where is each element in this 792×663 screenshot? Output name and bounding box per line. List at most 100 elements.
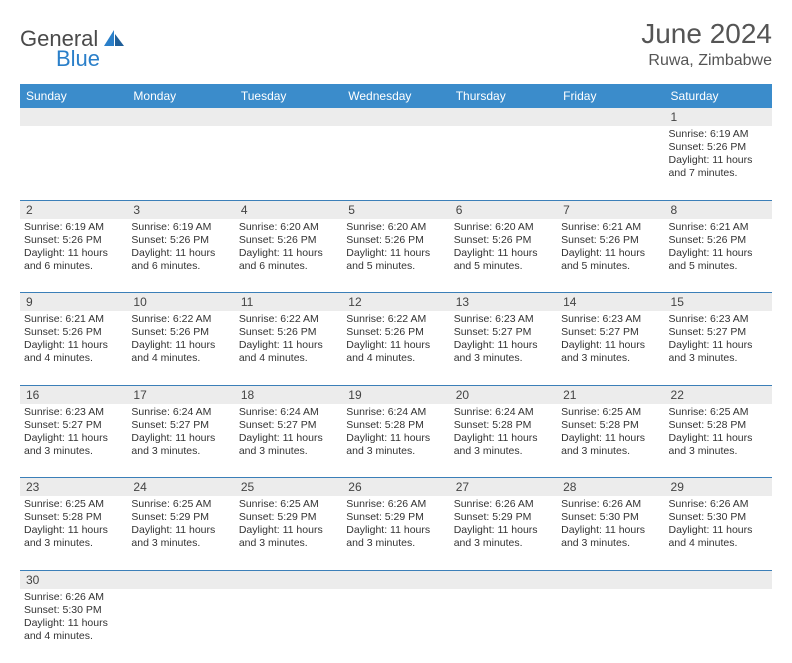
day-number: 1 [671, 110, 678, 124]
sunrise-text: Sunrise: 6:19 AM [669, 128, 768, 141]
day-cell [450, 126, 557, 200]
daynum-cell [235, 108, 342, 126]
daylight-text: Daylight: 11 hours and 3 minutes. [346, 524, 445, 550]
day-content: Sunrise: 6:23 AMSunset: 5:27 PMDaylight:… [561, 313, 660, 366]
sunset-text: Sunset: 5:29 PM [346, 511, 445, 524]
day-number: 21 [563, 388, 576, 402]
daylight-text: Daylight: 11 hours and 6 minutes. [239, 247, 338, 273]
calendar-table: Sunday Monday Tuesday Wednesday Thursday… [20, 84, 772, 663]
daynum-row: 30 [20, 570, 772, 589]
day-cell: Sunrise: 6:19 AMSunset: 5:26 PMDaylight:… [127, 219, 234, 293]
daylight-text: Daylight: 11 hours and 4 minutes. [24, 339, 123, 365]
sunrise-text: Sunrise: 6:21 AM [24, 313, 123, 326]
daynum-cell: 25 [235, 478, 342, 497]
day-content: Sunrise: 6:26 AMSunset: 5:30 PMDaylight:… [561, 498, 660, 551]
daylight-text: Daylight: 11 hours and 3 minutes. [131, 524, 230, 550]
sunset-text: Sunset: 5:27 PM [239, 419, 338, 432]
daylight-text: Daylight: 11 hours and 3 minutes. [669, 432, 768, 458]
daynum-cell: 27 [450, 478, 557, 497]
daynum-cell [665, 570, 772, 589]
logo-text-blue: Blue [56, 46, 100, 71]
sunrise-text: Sunrise: 6:26 AM [454, 498, 553, 511]
daynum-cell: 17 [127, 385, 234, 404]
day-cell: Sunrise: 6:25 AMSunset: 5:28 PMDaylight:… [20, 496, 127, 570]
sunrise-text: Sunrise: 6:25 AM [561, 406, 660, 419]
day-cell: Sunrise: 6:25 AMSunset: 5:28 PMDaylight:… [665, 404, 772, 478]
day-cell: Sunrise: 6:22 AMSunset: 5:26 PMDaylight:… [342, 311, 449, 385]
day-content: Sunrise: 6:21 AMSunset: 5:26 PMDaylight:… [669, 221, 768, 274]
sunset-text: Sunset: 5:28 PM [669, 419, 768, 432]
sunset-text: Sunset: 5:27 PM [131, 419, 230, 432]
sunrise-text: Sunrise: 6:25 AM [669, 406, 768, 419]
day-content: Sunrise: 6:24 AMSunset: 5:28 PMDaylight:… [454, 406, 553, 459]
sunset-text: Sunset: 5:27 PM [24, 419, 123, 432]
sunrise-text: Sunrise: 6:20 AM [454, 221, 553, 234]
day-cell: Sunrise: 6:20 AMSunset: 5:26 PMDaylight:… [450, 219, 557, 293]
sunset-text: Sunset: 5:26 PM [24, 234, 123, 247]
sunset-text: Sunset: 5:26 PM [239, 234, 338, 247]
sunset-text: Sunset: 5:27 PM [561, 326, 660, 339]
day-cell: Sunrise: 6:24 AMSunset: 5:27 PMDaylight:… [127, 404, 234, 478]
sunset-text: Sunset: 5:29 PM [239, 511, 338, 524]
sunrise-text: Sunrise: 6:25 AM [24, 498, 123, 511]
day-number: 24 [133, 480, 146, 494]
daynum-row: 23242526272829 [20, 478, 772, 497]
daylight-text: Daylight: 11 hours and 4 minutes. [131, 339, 230, 365]
sunrise-text: Sunrise: 6:23 AM [669, 313, 768, 326]
sunrise-text: Sunrise: 6:21 AM [561, 221, 660, 234]
day-cell [127, 126, 234, 200]
daynum-cell: 11 [235, 293, 342, 312]
daynum-cell: 5 [342, 200, 449, 219]
sunset-text: Sunset: 5:29 PM [131, 511, 230, 524]
sunrise-text: Sunrise: 6:23 AM [24, 406, 123, 419]
day-cell: Sunrise: 6:21 AMSunset: 5:26 PMDaylight:… [557, 219, 664, 293]
day-number: 11 [241, 295, 253, 309]
sunset-text: Sunset: 5:26 PM [239, 326, 338, 339]
day-content: Sunrise: 6:24 AMSunset: 5:28 PMDaylight:… [346, 406, 445, 459]
sunrise-text: Sunrise: 6:24 AM [131, 406, 230, 419]
day-number: 23 [26, 480, 39, 494]
day-cell: Sunrise: 6:23 AMSunset: 5:27 PMDaylight:… [20, 404, 127, 478]
day-cell: Sunrise: 6:26 AMSunset: 5:30 PMDaylight:… [557, 496, 664, 570]
daylight-text: Daylight: 11 hours and 3 minutes. [561, 524, 660, 550]
day-cell [665, 589, 772, 663]
day-number: 12 [348, 295, 361, 309]
day-cell: Sunrise: 6:24 AMSunset: 5:28 PMDaylight:… [342, 404, 449, 478]
day-cell: Sunrise: 6:21 AMSunset: 5:26 PMDaylight:… [665, 219, 772, 293]
day-content: Sunrise: 6:20 AMSunset: 5:26 PMDaylight:… [346, 221, 445, 274]
daynum-cell: 20 [450, 385, 557, 404]
col-sunday: Sunday [20, 84, 127, 108]
day-content: Sunrise: 6:25 AMSunset: 5:28 PMDaylight:… [24, 498, 123, 551]
day-content: Sunrise: 6:19 AMSunset: 5:26 PMDaylight:… [24, 221, 123, 274]
daynum-cell: 3 [127, 200, 234, 219]
daynum-cell: 1 [665, 108, 772, 126]
sunset-text: Sunset: 5:26 PM [346, 326, 445, 339]
daylight-text: Daylight: 11 hours and 3 minutes. [24, 432, 123, 458]
sunrise-text: Sunrise: 6:25 AM [239, 498, 338, 511]
day-cell: Sunrise: 6:21 AMSunset: 5:26 PMDaylight:… [20, 311, 127, 385]
day-number: 4 [241, 203, 248, 217]
day-number: 25 [241, 480, 254, 494]
title-block: June 2024 Ruwa, Zimbabwe [641, 18, 772, 70]
day-cell: Sunrise: 6:20 AMSunset: 5:26 PMDaylight:… [235, 219, 342, 293]
daylight-text: Daylight: 11 hours and 3 minutes. [454, 524, 553, 550]
location: Ruwa, Zimbabwe [641, 52, 772, 70]
day-cell: Sunrise: 6:23 AMSunset: 5:27 PMDaylight:… [557, 311, 664, 385]
daylight-text: Daylight: 11 hours and 6 minutes. [131, 247, 230, 273]
day-cell [20, 126, 127, 200]
month-title: June 2024 [641, 18, 772, 50]
daynum-cell: 2 [20, 200, 127, 219]
sunrise-text: Sunrise: 6:22 AM [239, 313, 338, 326]
daynum-cell: 26 [342, 478, 449, 497]
day-number: 30 [26, 573, 39, 587]
day-number: 18 [241, 388, 254, 402]
sunset-text: Sunset: 5:28 PM [561, 419, 660, 432]
day-cell [342, 589, 449, 663]
day-content: Sunrise: 6:22 AMSunset: 5:26 PMDaylight:… [131, 313, 230, 366]
day-cell: Sunrise: 6:23 AMSunset: 5:27 PMDaylight:… [450, 311, 557, 385]
daylight-text: Daylight: 11 hours and 7 minutes. [669, 154, 768, 180]
day-cell: Sunrise: 6:26 AMSunset: 5:30 PMDaylight:… [20, 589, 127, 663]
day-number: 16 [26, 388, 39, 402]
day-cell [342, 126, 449, 200]
daylight-text: Daylight: 11 hours and 3 minutes. [561, 339, 660, 365]
